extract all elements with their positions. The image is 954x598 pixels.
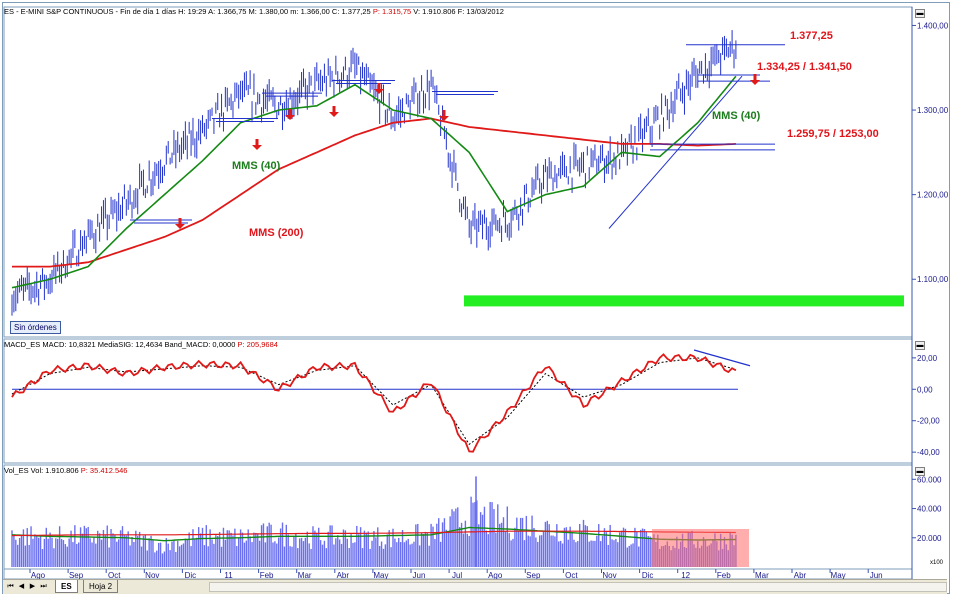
x-axis-tick-label: Jul bbox=[452, 571, 462, 580]
down-arrow-icon bbox=[439, 110, 449, 121]
series-mms200-line bbox=[12, 117, 736, 268]
x-axis-tick-label: May bbox=[373, 571, 388, 580]
down-arrow-icon bbox=[285, 109, 295, 120]
x-axis-tick-label: Dic bbox=[185, 571, 197, 580]
annotation-mms40-left: MMS (40) bbox=[232, 160, 281, 172]
series-mms40-line bbox=[11, 75, 737, 289]
price-axis-tick-label: 1.300,00 bbox=[917, 106, 949, 115]
macd-pane-minimize-button[interactable]: ▬ bbox=[915, 341, 925, 350]
down-arrow-icon bbox=[374, 83, 384, 94]
volume-pane-header: Vol_ES Vol: 1.910.806 P: 35.412.546 bbox=[4, 466, 128, 475]
x-axis-tick-label: Mar bbox=[755, 571, 769, 580]
volume-axis-tick-label: 60.000 bbox=[917, 475, 942, 484]
x-axis-tick-label: Sep bbox=[526, 571, 541, 580]
annotation-resistance: 1.377,25 bbox=[790, 30, 833, 42]
x-axis-tick-label: May bbox=[831, 571, 846, 580]
price-axis-tick-label: 1.200,00 bbox=[917, 191, 949, 200]
price-pane-header: ES - E-MINI S&P CONTINUOUS - Fin de día … bbox=[4, 7, 504, 16]
down-arrow-icon bbox=[175, 218, 185, 229]
macd-divergence-line bbox=[693, 349, 751, 367]
x-axis-tick-label: Ago bbox=[31, 571, 46, 580]
macd-axis-tick-label: 20,00 bbox=[917, 354, 938, 363]
x-axis-tick-label: 12 bbox=[681, 571, 690, 580]
annotation-support-lower: 1.259,75 / 1253,00 bbox=[787, 128, 879, 140]
x-axis-tick-label: Mar bbox=[298, 571, 312, 580]
sheet-tab-bar: ⏮ ◀ ▶ ⏭ ES Hoja 2 bbox=[3, 579, 947, 594]
volume-highlight-box bbox=[652, 529, 749, 567]
macd-pane-header: MACD_ES MACD: 10,8321 MediaSIG: 12,4634 … bbox=[4, 340, 278, 349]
support-zone-band bbox=[464, 295, 904, 307]
tab-es[interactable]: ES bbox=[55, 580, 78, 593]
down-arrow-icon bbox=[329, 106, 339, 117]
volume-axis-tick-label: 20.000 bbox=[917, 534, 942, 543]
prev-sheet-button[interactable]: ◀ bbox=[18, 583, 25, 590]
x-axis-tick-label: 11 bbox=[224, 571, 233, 580]
x-axis-tick-label: Abr bbox=[794, 571, 807, 580]
tab-hoja-2[interactable]: Hoja 2 bbox=[83, 580, 119, 593]
first-sheet-button[interactable]: ⏮ bbox=[7, 583, 14, 590]
volume-avg-long-line bbox=[11, 530, 736, 537]
macd-axis-tick-label: -20,00 bbox=[917, 417, 940, 426]
x-axis-tick-label: Jun bbox=[870, 571, 883, 580]
volume-axis-tick-label: 40.000 bbox=[917, 505, 942, 514]
x-axis-tick-label: Nov bbox=[145, 571, 159, 580]
x-axis-tick-label: Oct bbox=[108, 571, 121, 580]
series-macd-line bbox=[11, 353, 737, 453]
trend-line bbox=[608, 75, 743, 229]
orders-button[interactable]: Sin órdenes bbox=[10, 321, 61, 334]
price-axis-tick-label: 1.400,00 bbox=[917, 21, 949, 30]
annotation-mms200: MMS (200) bbox=[249, 227, 304, 239]
volume-pane-minimize-button[interactable]: ▬ bbox=[915, 467, 925, 476]
macd-axis-tick-label: -40,00 bbox=[917, 448, 940, 457]
price-pane bbox=[3, 6, 913, 338]
price-axis-tick-label: 1.100,00 bbox=[917, 275, 949, 284]
volume-unit-label: x100 bbox=[930, 560, 944, 566]
macd-pane bbox=[3, 338, 913, 464]
annotation-mms40-right: MMS (40) bbox=[712, 110, 761, 122]
x-axis-tick-label: Sep bbox=[69, 571, 84, 580]
macd-axis-tick-label: 0,00 bbox=[917, 385, 933, 394]
last-sheet-button[interactable]: ⏭ bbox=[40, 583, 47, 590]
x-axis-tick-label: Jun bbox=[413, 571, 426, 580]
down-arrow-icon bbox=[252, 139, 262, 150]
volume-avg-short-line bbox=[11, 526, 736, 542]
annotation-support-upper: 1.334,25 / 1.341,50 bbox=[757, 61, 852, 73]
x-axis-tick-label: Feb bbox=[260, 571, 274, 580]
down-arrow-icon bbox=[750, 74, 760, 85]
x-axis-tick-label: Feb bbox=[717, 571, 731, 580]
next-sheet-button[interactable]: ▶ bbox=[29, 583, 36, 590]
x-axis-tick-label: Ago bbox=[488, 571, 503, 580]
x-axis-tick-label: Nov bbox=[602, 571, 616, 580]
horizontal-scrollbar[interactable] bbox=[209, 582, 947, 592]
x-axis-tick-label: Abr bbox=[337, 571, 350, 580]
x-axis-tick-label: Oct bbox=[565, 571, 578, 580]
price-pane-minimize-button[interactable]: ▬ bbox=[915, 9, 925, 18]
x-axis-tick-label: Dic bbox=[642, 571, 654, 580]
